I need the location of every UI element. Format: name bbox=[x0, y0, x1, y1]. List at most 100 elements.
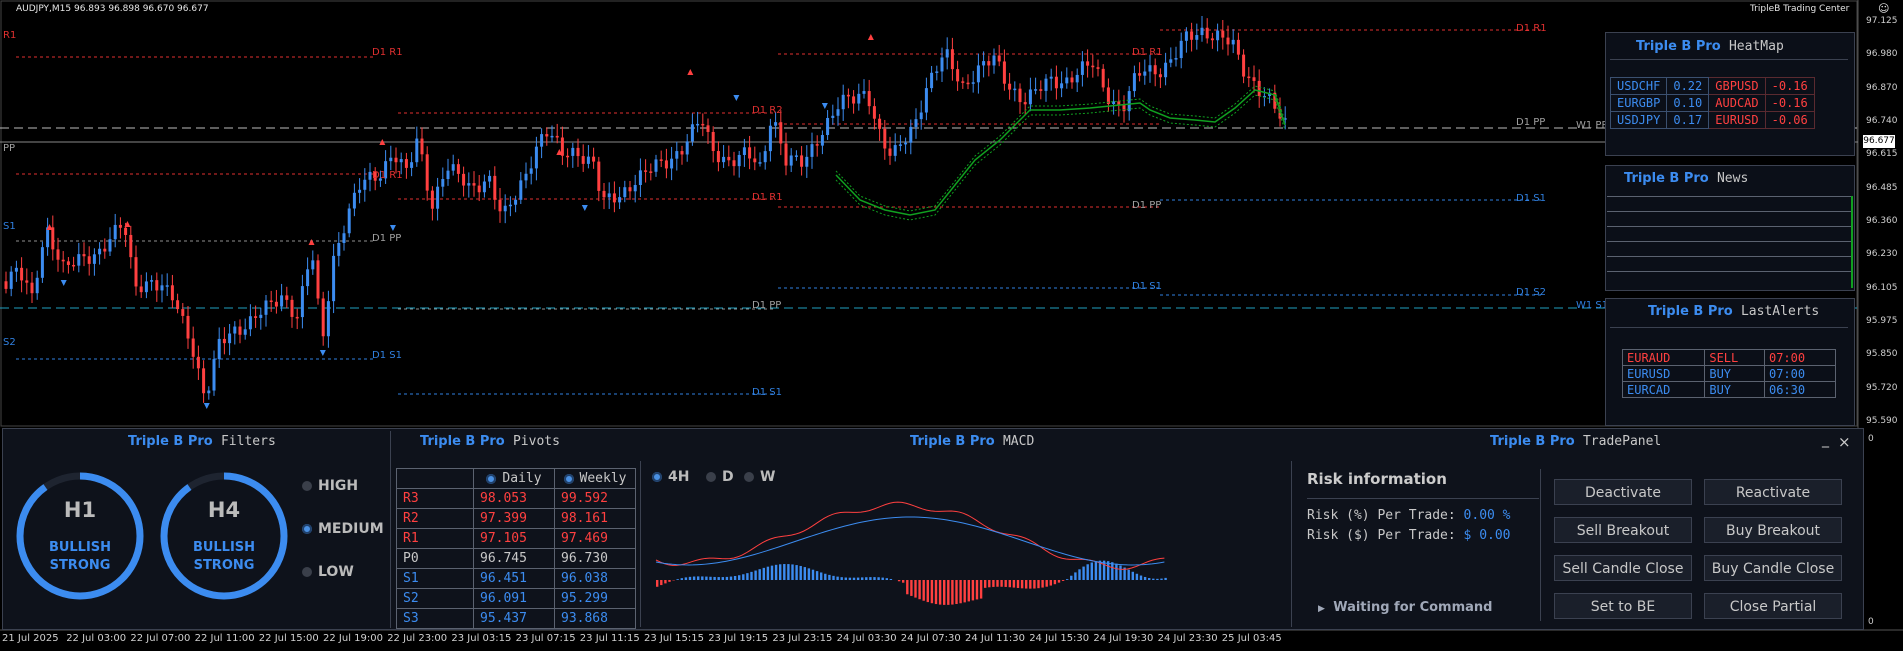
candle-body bbox=[706, 125, 710, 132]
alert-side: BUY bbox=[1704, 365, 1765, 382]
alert-row[interactable]: EURCAD BUY 06:30 bbox=[1621, 381, 1837, 398]
candle-body bbox=[508, 204, 512, 207]
alert-row[interactable]: EURAUD SELL 07:00 bbox=[1621, 349, 1837, 366]
candle-body bbox=[233, 326, 237, 334]
pivot-weekly: 96.038 bbox=[554, 568, 636, 589]
candle-body bbox=[540, 134, 544, 147]
candle-body bbox=[1216, 30, 1220, 41]
candle-body bbox=[924, 88, 928, 113]
candle-body bbox=[384, 161, 388, 179]
candle-body bbox=[815, 144, 819, 146]
filter-option-low[interactable]: LOW bbox=[302, 564, 354, 580]
candle-body bbox=[415, 138, 419, 163]
heatmap-pair[interactable]: EURUSD bbox=[1708, 111, 1766, 129]
macd-bar bbox=[1016, 580, 1020, 588]
macd-bar bbox=[795, 565, 798, 580]
heatmap-panel: Triple B Pro HeatMap USDCHF 0.22 GBPUSD … bbox=[1605, 32, 1855, 156]
candle-body bbox=[1158, 74, 1162, 78]
alert-row[interactable]: EURUSD BUY 07:00 bbox=[1621, 365, 1837, 382]
pivot-label: R1 bbox=[3, 30, 17, 41]
deactivate-button[interactable]: Deactivate bbox=[1554, 479, 1692, 505]
candle-body bbox=[1112, 101, 1116, 105]
candle-body bbox=[4, 281, 8, 289]
buy-breakout-button[interactable]: Buy Breakout bbox=[1704, 517, 1842, 543]
sell-breakout-button[interactable]: Sell Breakout bbox=[1554, 517, 1692, 543]
close-icon[interactable]: × bbox=[1838, 433, 1851, 451]
time-tick: 23 Jul 03:15 bbox=[451, 633, 512, 644]
candle-body bbox=[654, 159, 658, 172]
candle-body bbox=[1091, 65, 1095, 68]
macd-tf-d[interactable]: D bbox=[706, 469, 734, 485]
pivot-daily: 96.451 bbox=[473, 568, 555, 589]
candle-body bbox=[722, 156, 726, 163]
candle-body bbox=[1174, 58, 1178, 60]
heatmap-pair[interactable]: USDJPY bbox=[1609, 111, 1668, 129]
macd-bar bbox=[811, 569, 815, 580]
macd-bar bbox=[1094, 561, 1098, 580]
heatmap-pair[interactable]: EURGBP bbox=[1609, 94, 1668, 112]
heatmap-pair[interactable]: AUDCAD bbox=[1708, 94, 1766, 112]
price-tick: 96.740 bbox=[1866, 116, 1898, 126]
macd-bar bbox=[975, 580, 979, 600]
candle-body bbox=[737, 154, 741, 167]
close-partial-button[interactable]: Close Partial bbox=[1704, 593, 1842, 619]
pivot-label: D1 PP bbox=[752, 300, 782, 311]
time-tick: 22 Jul 19:00 bbox=[323, 633, 383, 644]
macd-bar bbox=[1070, 575, 1073, 580]
minimize-icon[interactable]: _ bbox=[1822, 432, 1829, 448]
filter-option-medium[interactable]: MEDIUM bbox=[302, 521, 384, 537]
heatmap-pair[interactable]: USDCHF bbox=[1609, 77, 1668, 95]
filter-option-high[interactable]: HIGH bbox=[302, 478, 358, 494]
pivot-label: W1 S1 bbox=[1576, 300, 1609, 311]
heatmap-pair[interactable]: GBPUSD bbox=[1708, 77, 1766, 95]
candle-body bbox=[982, 61, 986, 66]
candle-body bbox=[514, 199, 518, 205]
price-tick: 96.615 bbox=[1866, 149, 1898, 160]
candle-body bbox=[862, 91, 866, 94]
set-be-button[interactable]: Set to BE bbox=[1554, 593, 1692, 619]
macd-bar bbox=[1086, 564, 1089, 580]
macd-bar bbox=[889, 578, 893, 580]
macd-bar bbox=[1090, 562, 1093, 580]
macd-bar bbox=[967, 580, 970, 602]
news-list[interactable] bbox=[1607, 196, 1853, 288]
daily-toggle[interactable]: Daily bbox=[473, 468, 555, 489]
candle-body bbox=[997, 55, 1001, 62]
candle-body bbox=[311, 260, 315, 270]
play-icon: ▶ bbox=[1318, 604, 1325, 614]
macd-tf-4h[interactable]: 4H bbox=[652, 469, 689, 485]
time-tick: 23 Jul 23:15 bbox=[772, 633, 833, 644]
candle-body bbox=[290, 299, 294, 317]
candle-body bbox=[1075, 74, 1079, 83]
candle-body bbox=[87, 256, 91, 264]
buy-candle-close-button[interactable]: Buy Candle Close bbox=[1704, 555, 1842, 581]
macd-bar bbox=[992, 580, 995, 587]
price-tick: 96.870 bbox=[1866, 82, 1898, 93]
candle-body bbox=[1101, 68, 1105, 88]
candle-body bbox=[1200, 27, 1204, 36]
candle-body bbox=[134, 257, 138, 287]
macd-bar bbox=[1053, 580, 1057, 585]
candle-body bbox=[831, 115, 835, 118]
candle-body bbox=[1252, 77, 1256, 81]
macd-bar bbox=[738, 575, 741, 580]
macd-bar bbox=[1115, 563, 1118, 580]
weekly-toggle[interactable]: Weekly bbox=[554, 468, 636, 489]
candle-body bbox=[191, 338, 195, 357]
candle-body bbox=[1002, 61, 1006, 84]
candle-body bbox=[716, 151, 720, 163]
macd-bar bbox=[852, 577, 856, 580]
filters-title: Triple B Pro Filters bbox=[128, 434, 276, 449]
pivot-daily: 96.091 bbox=[473, 588, 555, 609]
macd-tf-w[interactable]: W bbox=[744, 469, 775, 485]
macd-bar bbox=[820, 572, 823, 580]
candle-body bbox=[961, 81, 965, 83]
candle-body bbox=[254, 316, 258, 318]
sell-candle-close-button[interactable]: Sell Candle Close bbox=[1554, 555, 1692, 581]
candle-body bbox=[118, 224, 122, 228]
reactivate-button[interactable]: Reactivate bbox=[1704, 479, 1842, 505]
candle-body bbox=[576, 147, 580, 157]
macd-bar bbox=[705, 576, 708, 580]
candle-body bbox=[456, 164, 460, 174]
